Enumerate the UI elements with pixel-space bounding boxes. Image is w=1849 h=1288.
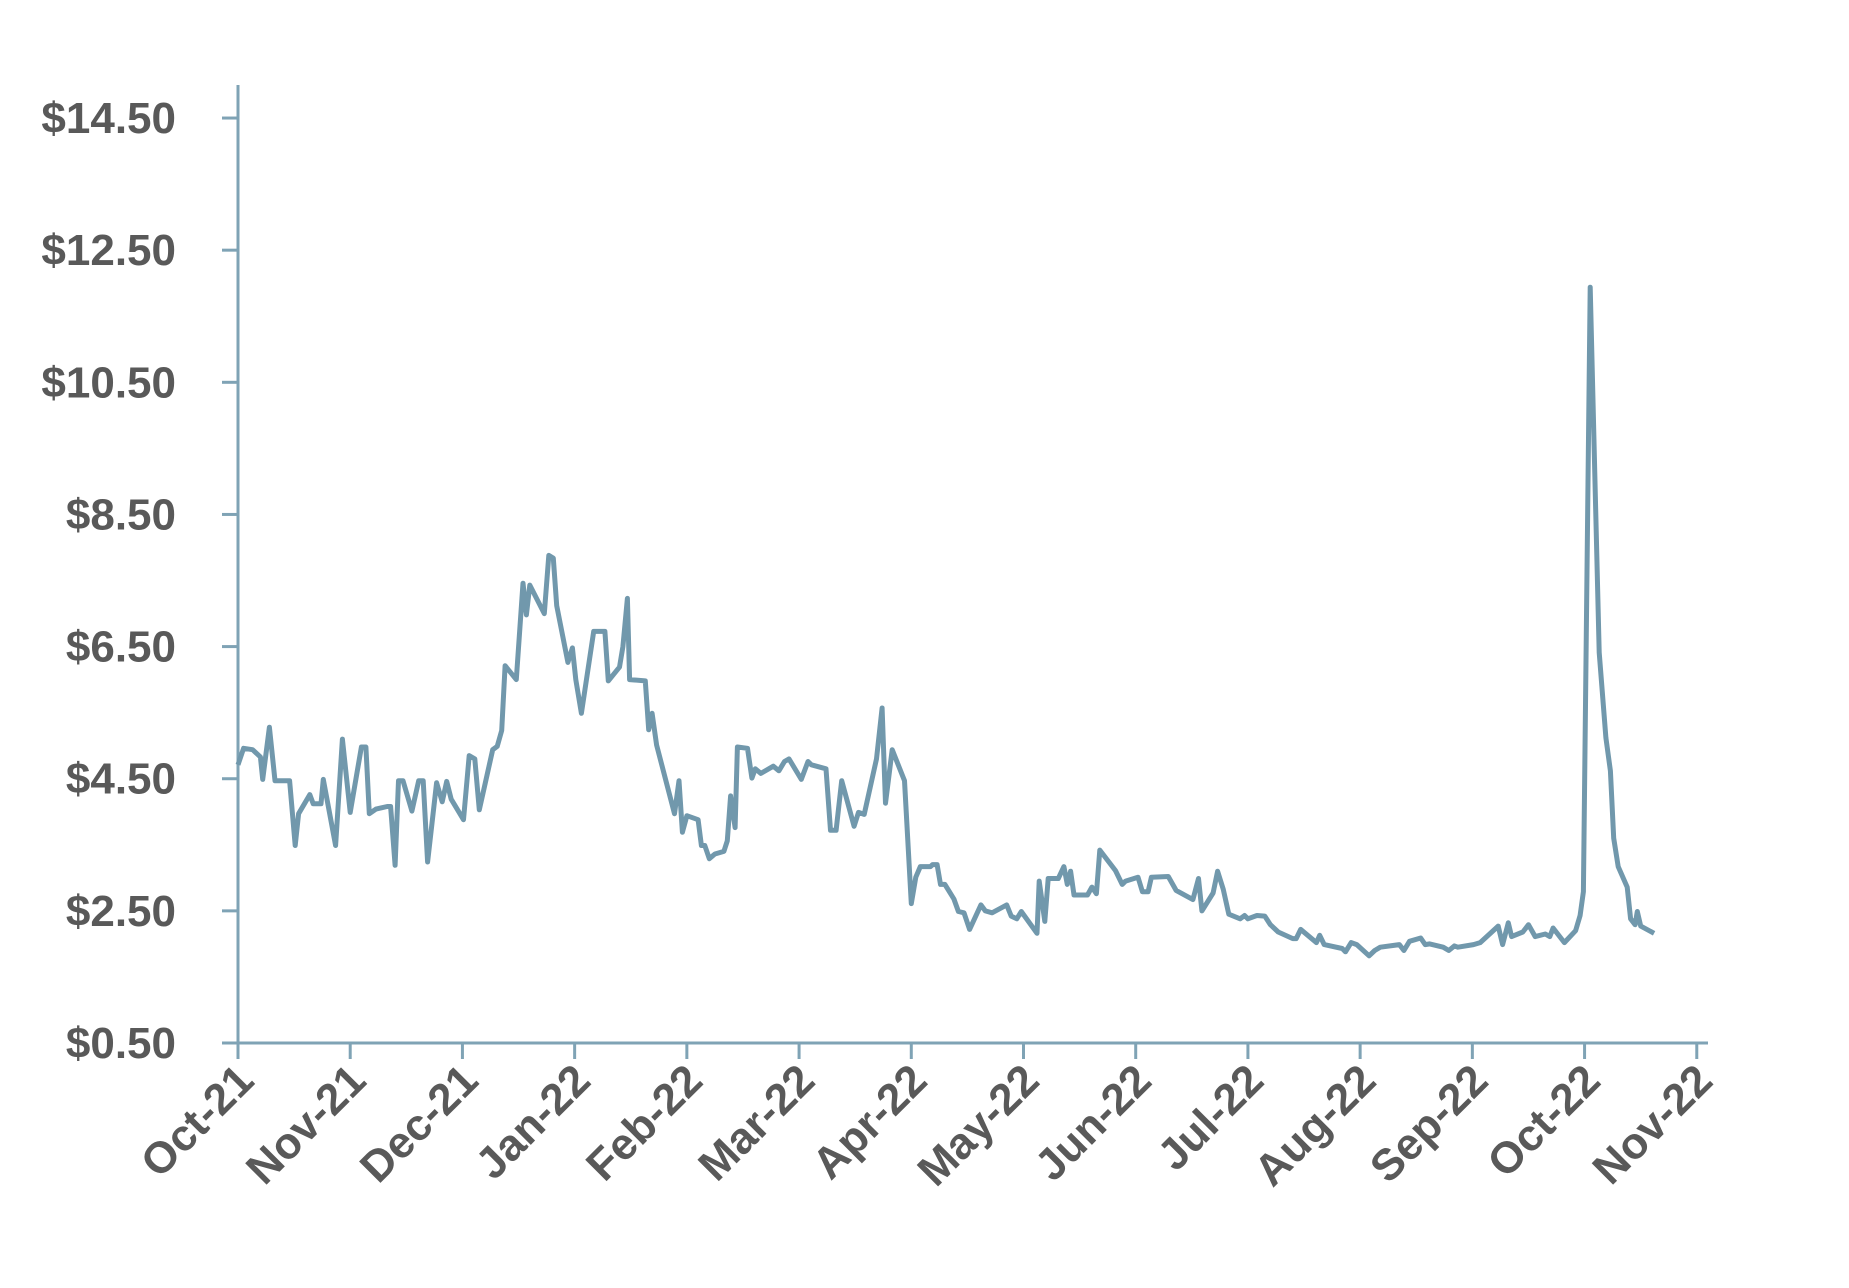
y-tick-label: $4.50	[66, 755, 176, 804]
y-tick-label: $10.50	[41, 358, 176, 407]
y-tick-label: $0.50	[66, 1019, 176, 1068]
x-tick-label: Nov-22	[1583, 1055, 1721, 1193]
price-line	[235, 284, 1656, 959]
x-tick-label: Jan-22	[466, 1055, 599, 1188]
x-tick-label: May-22	[908, 1055, 1048, 1195]
y-tick-label: $14.50	[41, 94, 176, 143]
x-tick-label: Feb-22	[577, 1055, 712, 1190]
x-tick-label: Mar-22	[689, 1055, 824, 1190]
x-tick-label: Dec-21	[351, 1055, 488, 1192]
y-tick-label: $2.50	[66, 887, 176, 936]
y-tick-label: $6.50	[66, 623, 176, 672]
y-tick-label: $8.50	[66, 490, 176, 539]
x-tick-label: Oct-21	[132, 1055, 263, 1186]
x-tick-label: Oct-22	[1478, 1055, 1609, 1186]
x-tick-label: Nov-21	[237, 1055, 375, 1193]
x-tick-label: Aug-22	[1245, 1055, 1385, 1195]
x-tick-label: Sep-22	[1361, 1055, 1498, 1192]
y-tick-label: $12.50	[41, 226, 176, 275]
x-tick-label: Jun-22	[1026, 1055, 1161, 1190]
